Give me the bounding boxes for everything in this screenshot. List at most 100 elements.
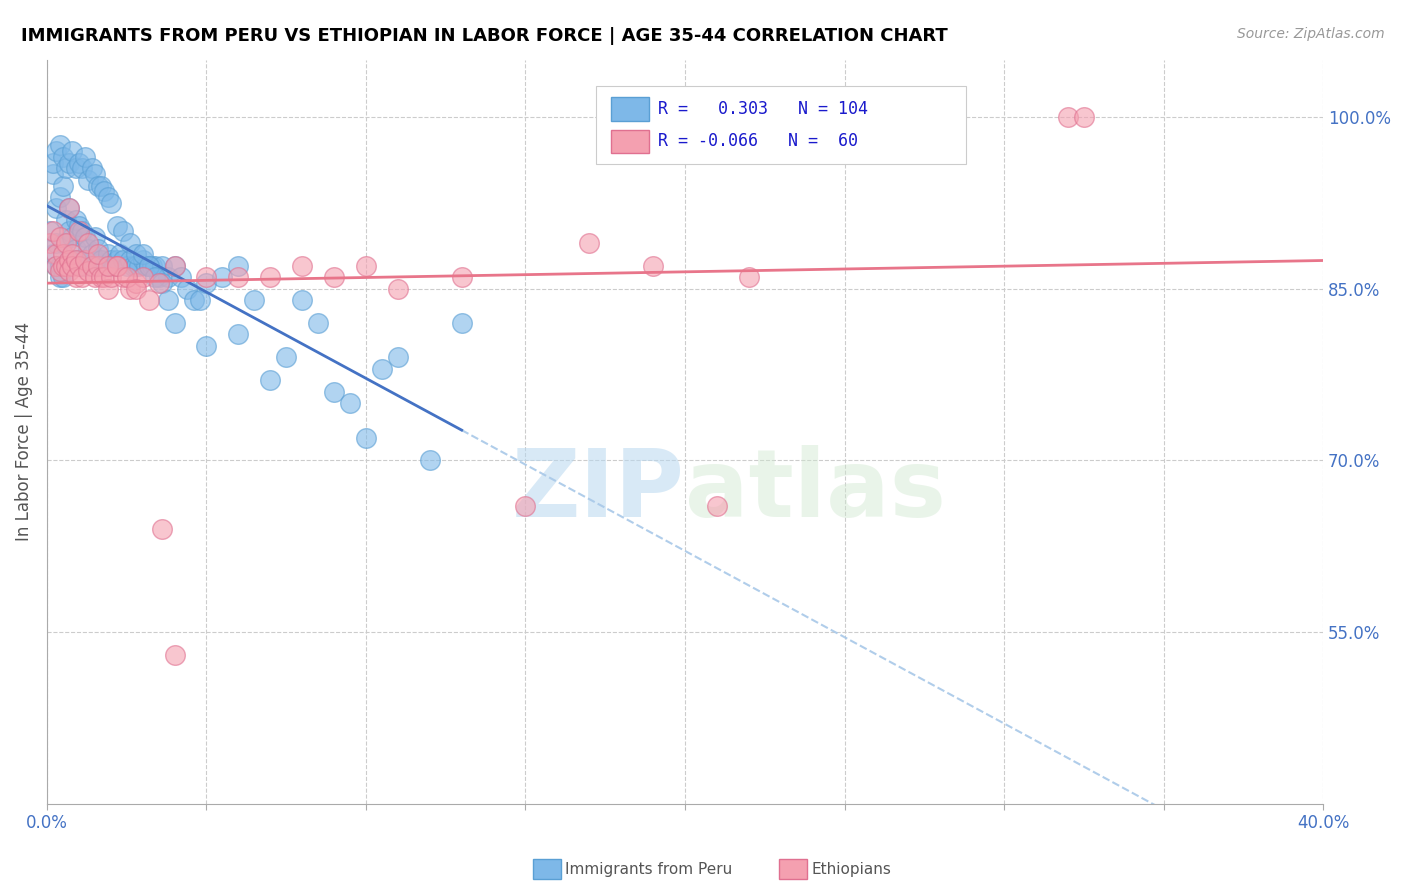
Point [387,351,409,365]
Point [163,316,186,330]
Point [48,230,70,244]
Point [55,259,77,273]
Point [48,259,70,273]
Text: Immigrants from Peru: Immigrants from Peru [565,863,733,877]
Point [77,235,100,250]
FancyBboxPatch shape [596,86,966,164]
Point [354,259,377,273]
Point [515,500,537,514]
Point [371,361,394,376]
Point [87,178,110,193]
Point [45,235,67,250]
Point [96,259,118,273]
Point [105,259,128,273]
Point [80,247,103,261]
Point [52,259,75,273]
Point [93,259,115,273]
Point [291,259,314,273]
Point [58,252,80,267]
Point [58,202,80,216]
FancyBboxPatch shape [612,129,650,153]
Point [87,242,110,256]
Point [125,259,148,273]
Point [70,161,93,176]
Point [39,235,62,250]
Point [83,259,105,273]
Point [55,161,77,176]
Point [93,184,115,198]
Point [70,270,93,285]
Point [67,252,90,267]
Point [118,252,141,267]
Point [157,270,180,285]
Point [148,270,170,285]
Point [65,242,87,256]
Point [58,264,80,278]
Point [103,259,125,273]
Point [150,259,173,273]
Point [67,155,90,169]
Point [77,242,100,256]
Point [48,190,70,204]
Point [110,247,132,261]
Point [323,270,346,285]
Point [307,316,329,330]
Point [1073,110,1095,124]
Point [65,252,87,267]
Point [105,219,128,233]
Point [195,276,218,290]
Point [42,167,65,181]
Point [228,270,250,285]
Point [163,259,186,273]
Point [100,252,122,267]
Point [211,270,233,285]
Point [259,373,281,387]
Point [77,264,100,278]
Point [90,252,112,267]
Point [45,259,67,273]
Point [75,252,97,267]
Point [228,327,250,342]
Point [42,155,65,169]
Point [115,259,138,273]
Point [65,270,87,285]
Point [45,259,67,273]
Point [176,282,198,296]
Point [738,270,761,285]
Point [96,247,118,261]
Point [112,224,135,238]
Point [112,252,135,267]
Point [643,259,665,273]
Point [52,150,75,164]
Point [52,178,75,193]
Point [105,259,128,273]
Point [125,276,148,290]
Point [62,230,84,244]
Point [75,150,97,164]
Point [48,138,70,153]
Point [323,384,346,399]
Point [131,252,153,267]
Point [188,293,211,307]
Point [141,259,163,273]
Point [128,259,150,273]
Point [80,259,103,273]
Point [58,252,80,267]
Point [100,195,122,210]
Point [48,264,70,278]
Point [87,259,110,273]
FancyBboxPatch shape [612,97,650,120]
Point [150,522,173,536]
Text: atlas: atlas [685,445,946,537]
Point [65,213,87,227]
Point [75,259,97,273]
Point [276,351,298,365]
Point [55,259,77,273]
Point [135,259,157,273]
Point [131,247,153,261]
Point [45,145,67,159]
Point [67,219,90,233]
Point [42,247,65,261]
Point [105,252,128,267]
Point [118,282,141,296]
